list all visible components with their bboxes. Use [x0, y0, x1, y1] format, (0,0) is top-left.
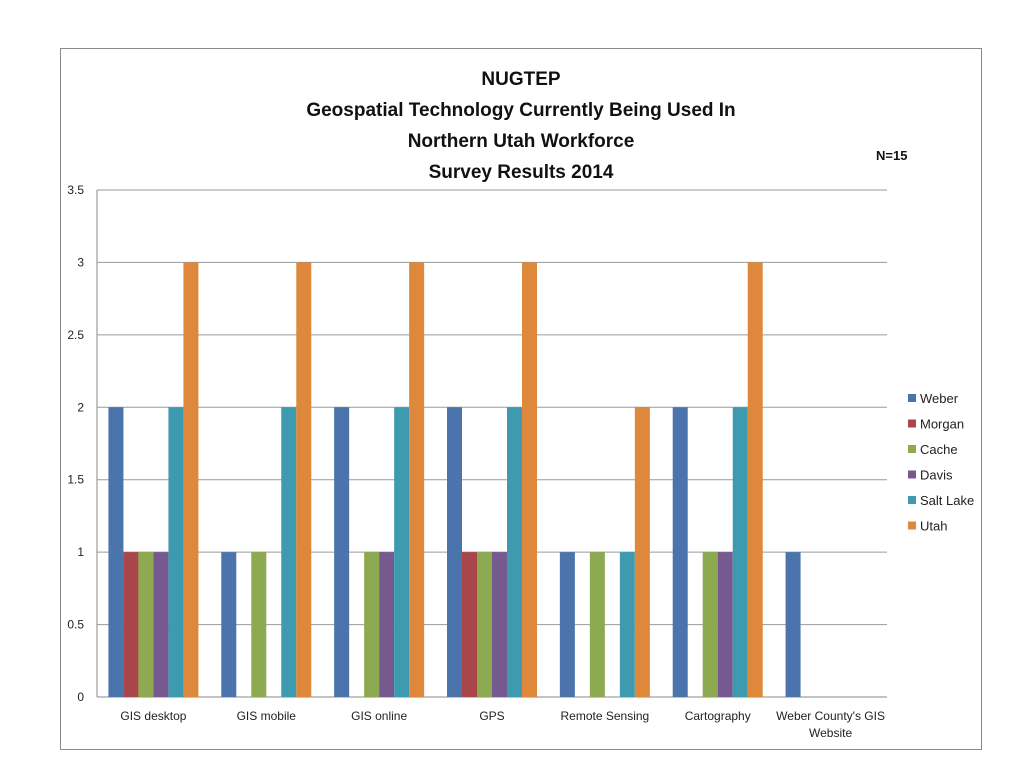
- y-tick-label: 3: [77, 255, 84, 269]
- x-tick-label-line: GPS: [479, 709, 504, 723]
- legend-swatch: [908, 445, 916, 453]
- x-tick-label-line: GIS desktop: [120, 709, 186, 723]
- legend-swatch: [908, 470, 916, 479]
- bar: [251, 552, 267, 697]
- bar: [619, 552, 635, 697]
- title-line-3: Northern Utah Workforce: [407, 131, 635, 152]
- bar: [747, 262, 763, 697]
- legend-swatch: [908, 521, 916, 530]
- x-tick-label: GPS: [479, 709, 504, 723]
- x-tick-label: Weber County's GIS Website: [776, 709, 885, 740]
- legend-swatch: [908, 419, 916, 428]
- title-line-4: Survey Results 2014: [428, 162, 614, 183]
- y-tick-label: 2: [77, 400, 84, 414]
- bar: [153, 552, 169, 697]
- bar: [785, 552, 801, 697]
- bar: [447, 407, 462, 697]
- legend-label: Davis: [920, 468, 953, 483]
- x-tick-label: GIS mobile: [237, 709, 297, 723]
- x-tick-label: Remote Sensing: [560, 709, 649, 723]
- x-tick-label-line: Cartography: [685, 709, 751, 723]
- x-tick-label-line: Weber County's GIS: [776, 709, 885, 723]
- y-tick-label: 0: [77, 690, 84, 704]
- legend-label: Weber: [920, 391, 959, 406]
- bar: [492, 552, 507, 697]
- x-tick-label: GIS desktop: [120, 709, 186, 723]
- x-tick-label-line: Remote Sensing: [560, 709, 649, 723]
- bar: [379, 552, 395, 697]
- bar: [334, 407, 350, 697]
- bar: [296, 262, 312, 697]
- bar: [221, 552, 237, 697]
- legend-swatch: [908, 394, 916, 402]
- title-line-2: Geospatial Technology Currently Being Us…: [306, 100, 736, 121]
- bar: [183, 262, 199, 697]
- x-tick-label: GIS online: [351, 709, 407, 723]
- legend-label: Utah: [920, 519, 947, 534]
- bar: [672, 407, 688, 697]
- bar: [477, 552, 492, 697]
- bar: [522, 262, 537, 697]
- y-tick-label: 1.5: [67, 473, 84, 487]
- sample-size-note: N=15: [876, 148, 908, 163]
- bar: [702, 552, 718, 697]
- legend-swatch: [908, 496, 916, 504]
- bar: [168, 407, 184, 697]
- bar: [559, 552, 575, 697]
- bar: [364, 552, 380, 697]
- bar: [409, 262, 425, 697]
- bar: [717, 552, 733, 697]
- legend-label: Cache: [920, 442, 958, 457]
- legend-label: Morgan: [920, 417, 964, 432]
- chart-title: NUGTEP Geospatial Technology Currently B…: [60, 64, 982, 188]
- y-tick-label: 0.5: [67, 618, 84, 632]
- bar: [123, 552, 139, 697]
- y-tick-label: 2.5: [67, 328, 84, 342]
- x-tick-label-line: GIS mobile: [237, 709, 297, 723]
- title-line-1: NUGTEP: [481, 69, 561, 90]
- y-tick-label: 3.5: [67, 183, 84, 197]
- bar: [462, 552, 477, 697]
- bar: [732, 407, 748, 697]
- y-tick-label: 1: [77, 545, 84, 559]
- bar: [507, 407, 522, 697]
- x-tick-label-line: Website: [809, 726, 852, 740]
- x-tick-label-line: GIS online: [351, 709, 407, 723]
- bar: [281, 407, 297, 697]
- bar: [589, 552, 605, 697]
- legend-label: Salt Lake: [920, 493, 974, 508]
- bar: [394, 407, 410, 697]
- bar: [138, 552, 154, 697]
- x-tick-label: Cartography: [685, 709, 751, 723]
- bar: [108, 407, 124, 697]
- bar: [634, 407, 650, 697]
